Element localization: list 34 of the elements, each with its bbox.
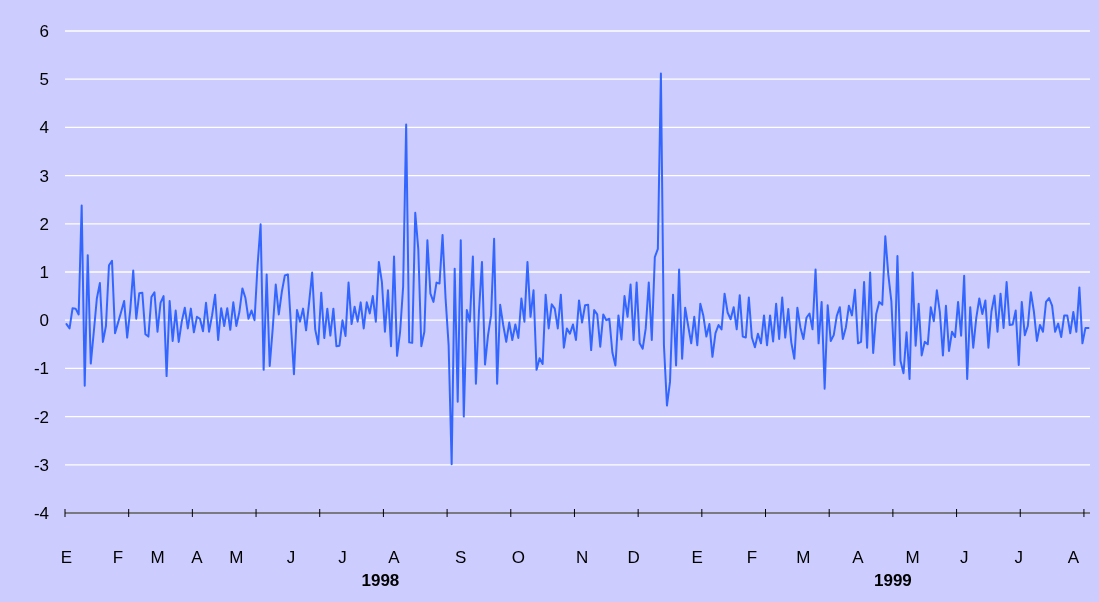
x-tick-label: S	[455, 547, 467, 567]
y-tick-label: 2	[39, 214, 49, 234]
x-tick-label: D	[627, 547, 640, 567]
y-tick-label: -4	[33, 503, 49, 523]
x-tick-label: A	[388, 547, 401, 567]
y-tick-label: -1	[33, 359, 49, 379]
text: 1998	[361, 570, 400, 590]
x-tick-label: J	[1014, 547, 1023, 567]
y-tick-label: 5	[39, 70, 49, 90]
y-tick-label: 0	[39, 311, 49, 331]
x-tick-label: J	[286, 547, 296, 567]
x-tick-label: E	[691, 547, 703, 567]
x-tick-label: J	[338, 547, 347, 567]
x-tick-label: O	[511, 547, 525, 567]
x-tick-label: M	[796, 547, 811, 567]
x-tick-label: F	[112, 547, 124, 567]
y-tick-label: -2	[33, 407, 49, 427]
x-tick-label: A	[191, 547, 204, 567]
y-tick-label: 3	[39, 166, 49, 186]
x-tick-label: J	[959, 547, 969, 567]
y-tick-label: -3	[33, 455, 49, 475]
y-tick-label: 4	[39, 118, 49, 138]
x-tick-label: N	[575, 547, 589, 567]
x-tick-label: E	[60, 547, 73, 567]
x-tick-label: M	[150, 547, 165, 567]
line-series	[65, 72, 1090, 466]
x-tick-label: A	[1067, 547, 1080, 567]
x-tick-label: F	[746, 547, 758, 567]
text: 1999	[873, 570, 912, 590]
y-tick-label: 1	[39, 262, 49, 282]
x-tick-label: A	[852, 547, 865, 567]
y-tick-label: 6	[39, 21, 49, 41]
x-tick-label: M	[229, 547, 244, 567]
x-tick-label: M	[905, 547, 920, 567]
